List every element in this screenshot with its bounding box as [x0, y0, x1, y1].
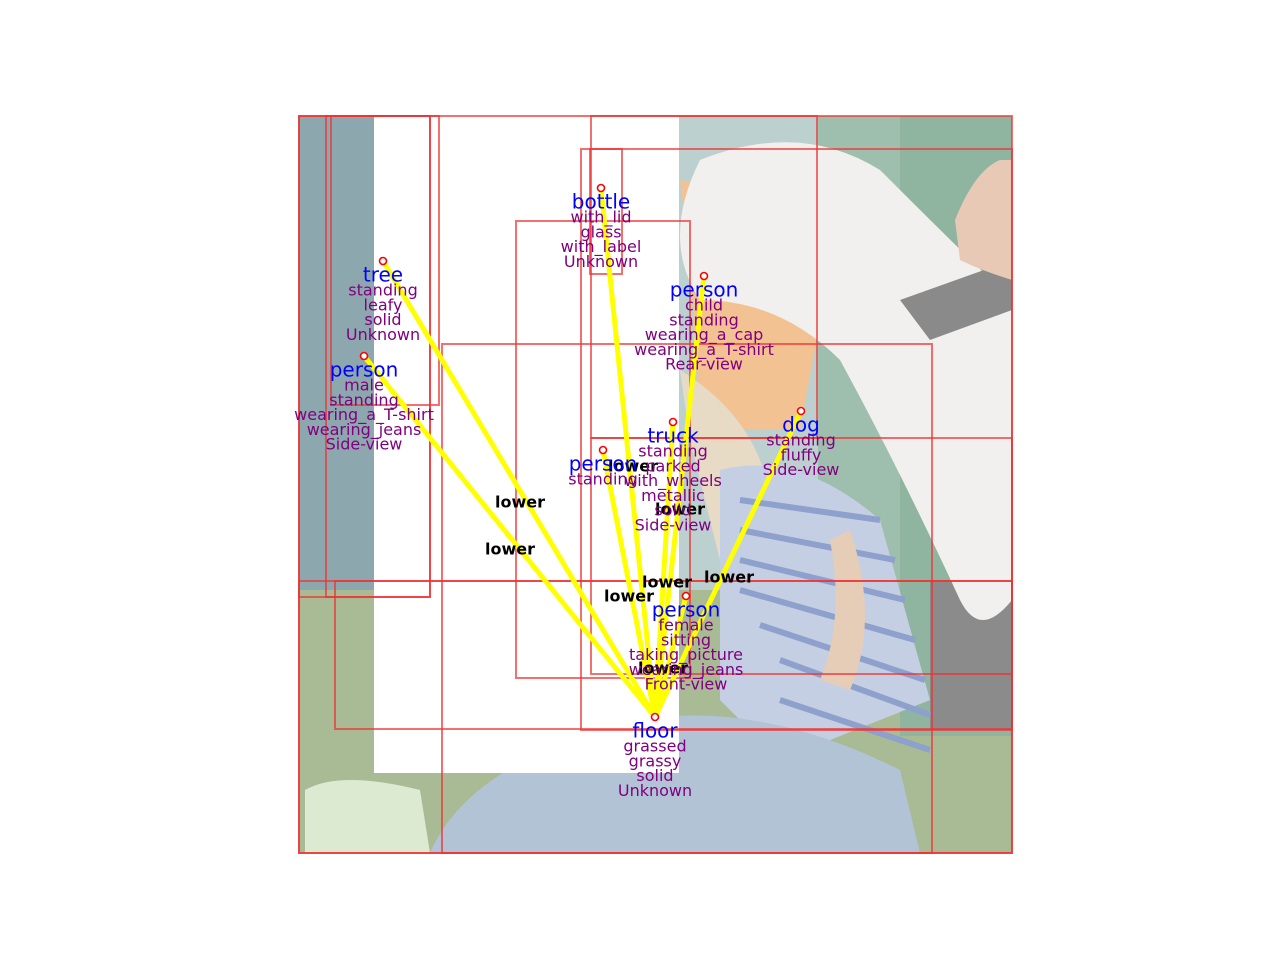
keypoint-floor: [650, 712, 660, 722]
attribute-label-truck-3: metallic: [641, 486, 705, 505]
attribute-label-tree-1: leafy: [364, 295, 403, 314]
object-label-floor: floor: [632, 719, 678, 743]
attribute-label-dog-0: standing: [766, 431, 835, 450]
relation-label-tree: lower: [495, 493, 545, 512]
relation-line-person_male-floor: [362, 354, 657, 719]
bbox-floor-2: [334, 580, 1013, 730]
keypoint-person_male: [359, 351, 369, 361]
attribute-label-person_child-1: standing: [669, 310, 738, 329]
attribute-label-person_standing-0: standing: [568, 470, 637, 489]
relation-label-person_female: lower: [638, 659, 688, 678]
attribute-label-truck-1: parked: [645, 456, 700, 475]
relation-label-truck: lower: [655, 500, 705, 519]
object-label-bottle: bottle: [572, 190, 630, 214]
attribute-label-person_child-3: wearing_a_T-shirt: [634, 340, 774, 360]
background-photo: [299, 116, 1012, 853]
attribute-label-truck-0: standing: [638, 442, 707, 461]
attribute-label-person_female-4: Front-view: [645, 675, 728, 694]
keypoint-dog: [796, 406, 806, 416]
attribute-label-floor-3: Unknown: [618, 781, 692, 800]
attribute-label-person_male-3: wearing_jeans: [307, 420, 422, 440]
attribute-label-truck-5: Side-view: [635, 516, 712, 535]
relation-label-dog: lower: [704, 568, 754, 587]
relation-label-person_male: lower: [485, 540, 535, 559]
attribute-label-truck-4: solid: [654, 501, 691, 520]
attribute-label-person_male-2: wearing_a_T-shirt: [294, 405, 434, 425]
object-label-dog: dog: [782, 413, 820, 437]
relation-line-truck-floor: [652, 421, 676, 718]
attribute-label-person_female-0: female: [658, 616, 713, 635]
object-label-person_child: person: [670, 278, 739, 302]
attribute-label-tree-3: Unknown: [346, 325, 420, 344]
attribute-label-bottle-3: Unknown: [564, 252, 638, 271]
object-label-tree: tree: [363, 263, 403, 287]
relation-label-person_child: lower: [642, 573, 692, 592]
attribute-label-person_female-3: wearing_jeans: [629, 660, 744, 680]
keypoint-person_standing: [598, 445, 608, 455]
attribute-label-person_child-0: child: [685, 296, 723, 315]
keypoint-truck: [668, 417, 678, 427]
relation-line-person_female-floor: [652, 595, 689, 718]
bbox-person-standing: [590, 437, 1013, 675]
attribute-label-person_male-0: male: [344, 376, 384, 395]
attribute-label-tree-0: standing: [348, 281, 417, 300]
attribute-label-person_child-2: wearing_a_cap: [645, 325, 764, 345]
attribute-label-truck-2: with_wheels: [624, 471, 722, 491]
attribute-label-person_female-1: sitting: [661, 630, 711, 649]
object-nodes: bottlewith_lidglasswith_labelUnknowntree…: [294, 183, 840, 800]
attribute-label-person_male-1: standing: [329, 390, 398, 409]
keypoint-person_female: [681, 591, 691, 601]
keypoint-bottle: [596, 183, 606, 193]
object-label-truck: truck: [647, 424, 699, 448]
relation-line-person_child-floor: [652, 275, 707, 718]
relation-label-person_standing: lower: [608, 457, 658, 476]
relation-line-tree-floor: [380, 259, 658, 719]
attribute-label-bottle-2: with_label: [561, 237, 642, 257]
bbox-person-male: [298, 115, 431, 598]
attribute-label-dog-2: Side-view: [763, 460, 840, 479]
attribute-label-tree-2: solid: [364, 310, 401, 329]
attribute-label-person_child-4: Rear-view: [665, 355, 743, 374]
attribute-label-floor-2: solid: [636, 766, 673, 785]
attribute-label-person_male-4: Side-view: [326, 435, 403, 454]
object-label-person_female: person: [652, 598, 721, 622]
relation-line-person_standing-floor: [600, 449, 658, 718]
attribute-label-person_female-2: taking_picture: [629, 645, 743, 665]
attribute-label-floor-1: grassy: [629, 751, 682, 770]
keypoint-person_child: [699, 271, 709, 281]
object-label-person_standing: person: [569, 452, 638, 476]
attribute-label-bottle-1: glass: [580, 222, 621, 241]
relation-line-dog-floor: [652, 409, 804, 719]
attribute-label-dog-1: fluffy: [781, 445, 822, 464]
relation-lines: [362, 187, 804, 719]
keypoint-tree: [378, 256, 388, 266]
relation-label-bottle: lower: [604, 587, 654, 606]
attribute-label-bottle-0: with_lid: [571, 208, 632, 228]
attribute-label-floor-0: grassed: [623, 737, 686, 756]
object-label-person_male: person: [330, 358, 399, 382]
relation-line-bottle-floor: [598, 187, 658, 718]
